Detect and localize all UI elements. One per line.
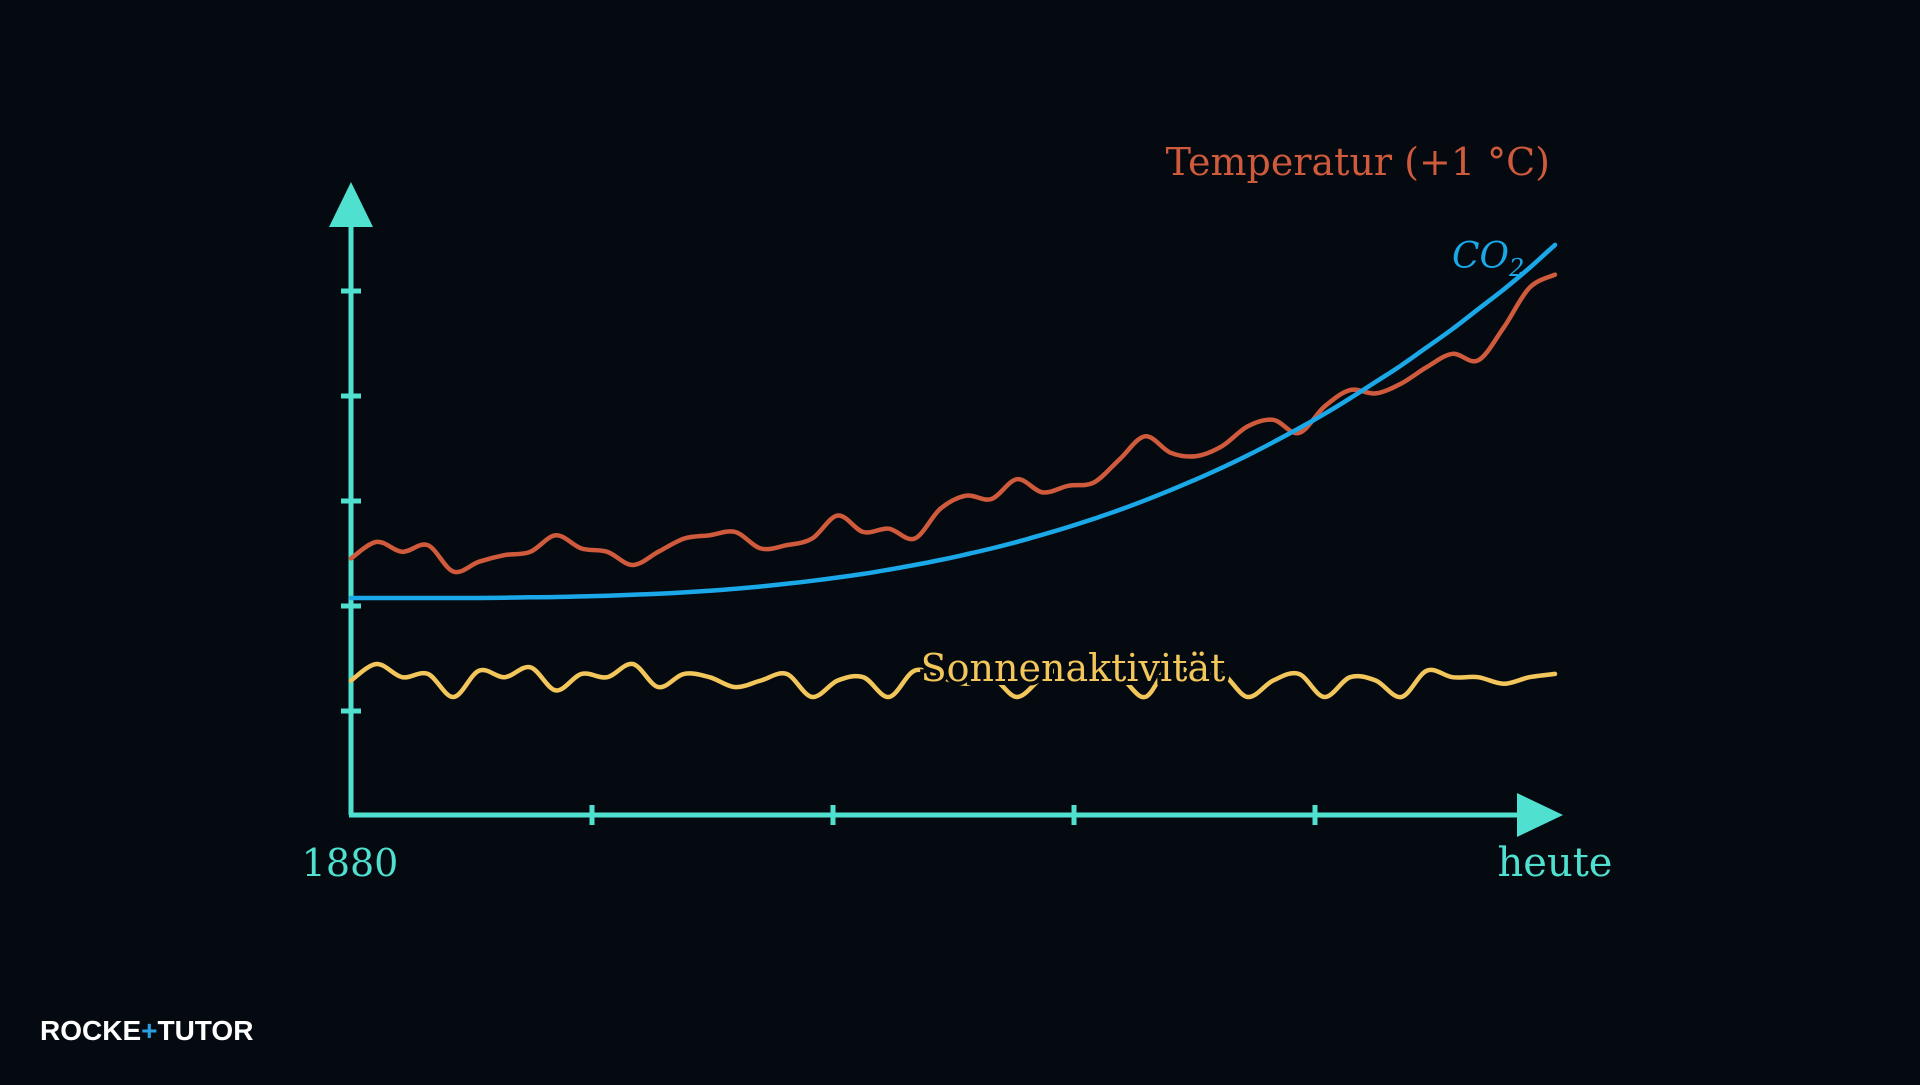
x-axis-arrowhead xyxy=(1517,793,1563,837)
co2-series-label: CO2 xyxy=(1452,236,1524,282)
rocket-tutor-logo: ROCKE+TUTOR xyxy=(40,1015,253,1046)
logo-text: ROCKE+TUTOR xyxy=(40,1015,253,1046)
logo-text-part1: ROCKE xyxy=(40,1015,141,1046)
co2-series-line xyxy=(348,242,1558,601)
labels-layer: 1880 heute Temperatur (+1 °C) CO2 Sonnen… xyxy=(302,140,1613,886)
y-axis-arrowhead xyxy=(329,182,373,227)
x-start-label: 1880 xyxy=(302,841,399,885)
x-end-label: heute xyxy=(1498,840,1613,886)
co2-label-subscript: 2 xyxy=(1508,254,1524,282)
solar-series-label: Sonnenaktivität xyxy=(921,646,1226,690)
temperature-series-line xyxy=(348,272,1558,575)
logo-plus-glyph: + xyxy=(141,1015,157,1046)
co2-label-base: CO xyxy=(1452,236,1509,277)
series-layer xyxy=(348,242,1558,700)
temperature-series-label: Temperatur (+1 °C) xyxy=(1166,140,1550,184)
logo-text-part2: TUTO xyxy=(157,1015,233,1046)
axes xyxy=(329,182,1563,837)
logo-r-glyph: R xyxy=(233,1015,253,1046)
solar-series-line xyxy=(348,661,1558,700)
